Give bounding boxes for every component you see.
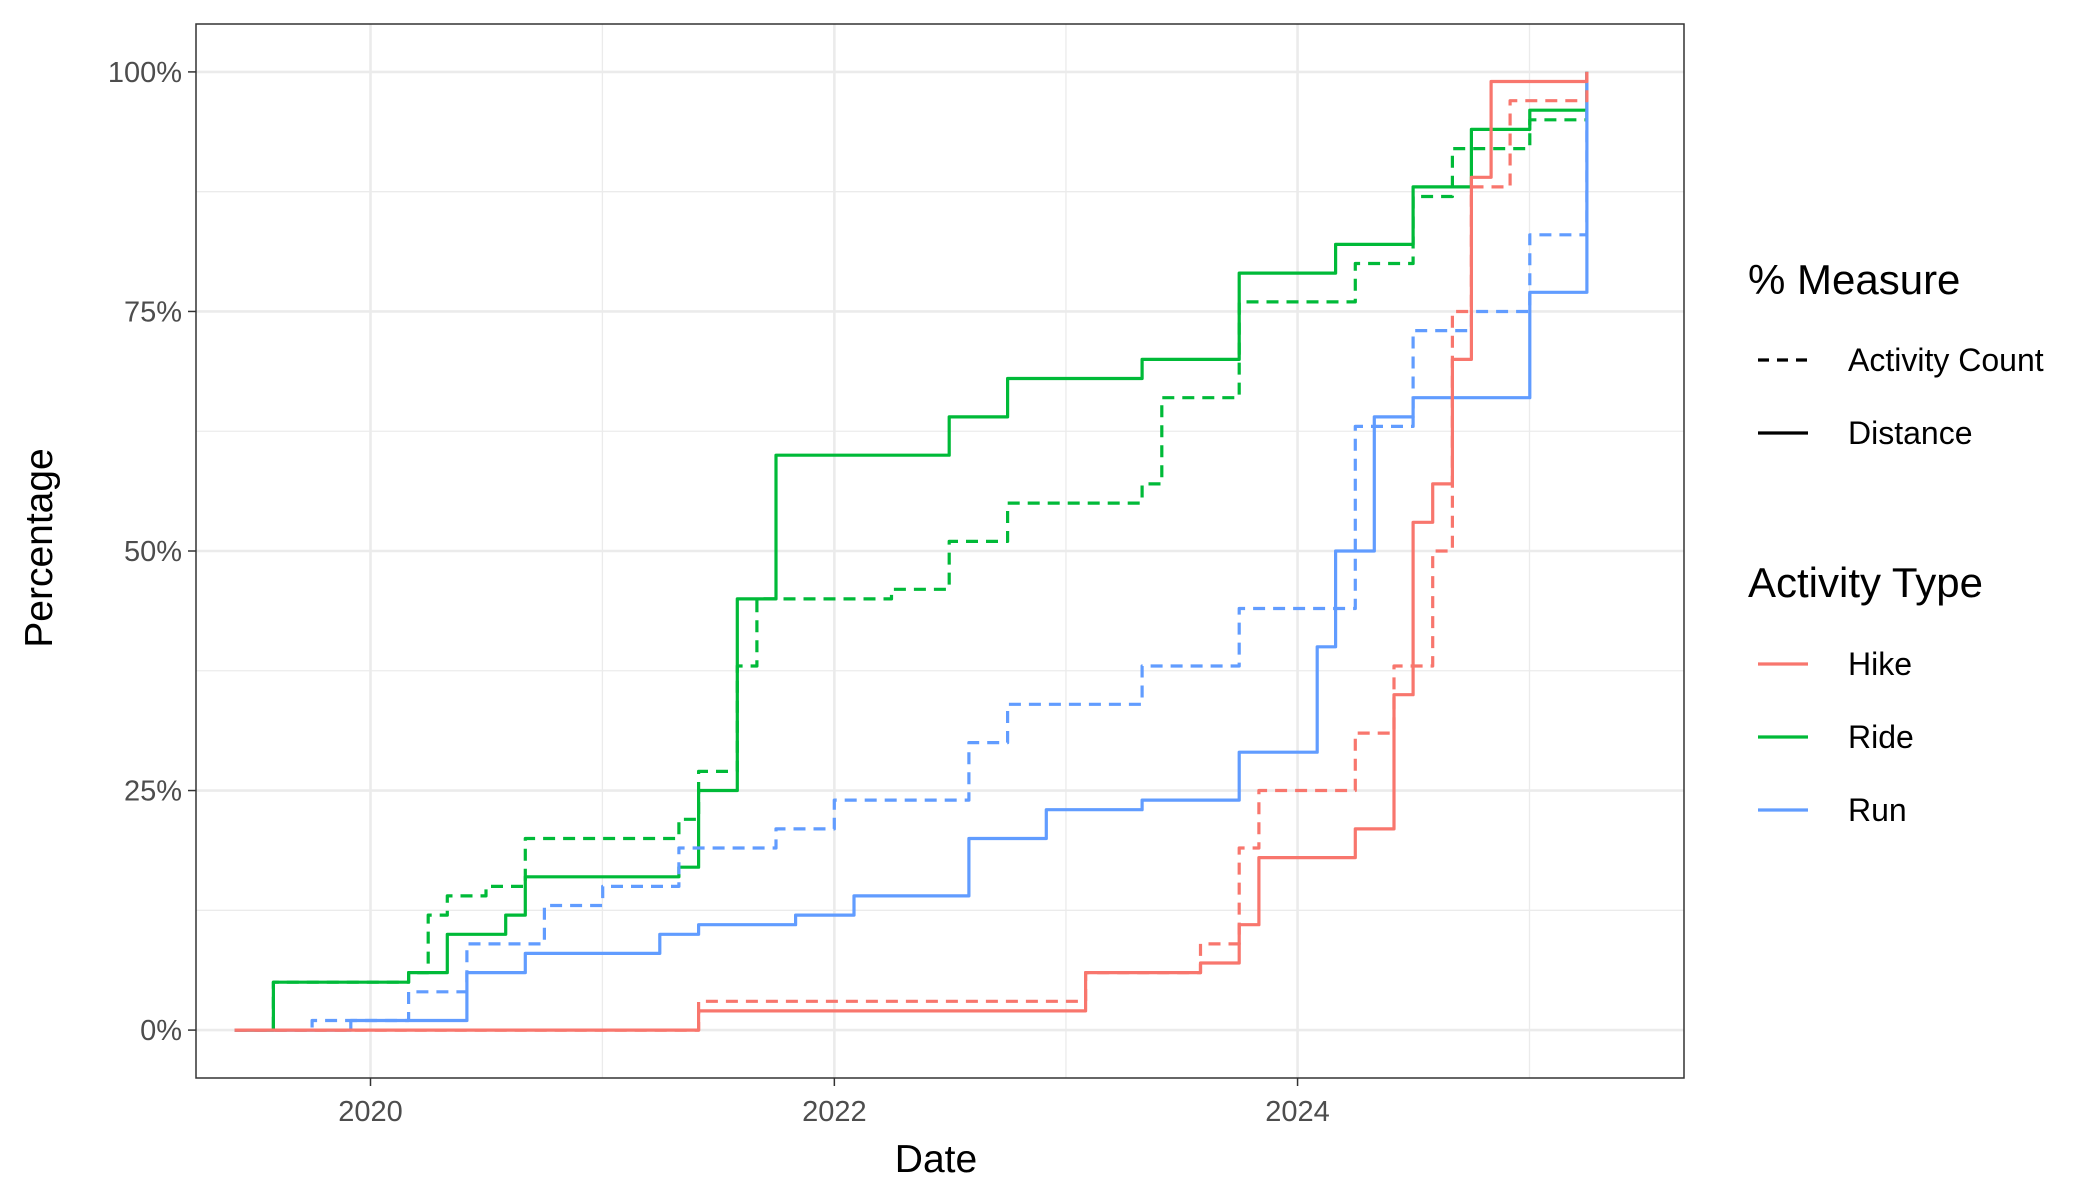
y-axis-ticks: 0% 25% 50% 75% 100% bbox=[108, 57, 196, 1047]
legend-label-hike: Hike bbox=[1848, 646, 1912, 682]
legend-activity-title: Activity Type bbox=[1748, 559, 1983, 606]
legend-label-distance: Distance bbox=[1848, 415, 1973, 451]
series-hike-distance bbox=[234, 71, 1589, 1032]
legend-measure: % Measure Activity Count Distance bbox=[1748, 256, 2044, 451]
x-axis-ticks: 2020 2022 2024 bbox=[338, 1078, 1330, 1128]
y-tick-label: 75% bbox=[124, 296, 182, 328]
y-tick-label: 50% bbox=[124, 536, 182, 568]
series-ride-activity-count bbox=[234, 71, 1589, 1032]
legend-label-ride: Ride bbox=[1848, 719, 1914, 755]
y-axis-title: Percentage bbox=[18, 448, 61, 647]
x-tick-label: 2020 bbox=[338, 1096, 403, 1128]
x-tick-label: 2024 bbox=[1265, 1096, 1330, 1128]
grid bbox=[196, 24, 1684, 1078]
y-tick-label: 0% bbox=[140, 1015, 182, 1047]
x-tick-label: 2022 bbox=[802, 1096, 867, 1128]
legend-label-activity-count: Activity Count bbox=[1848, 342, 2044, 378]
series-run-distance bbox=[234, 71, 1589, 1032]
legend-activity: Activity Type Hike Ride Run bbox=[1748, 559, 1983, 828]
legend-label-run: Run bbox=[1848, 792, 1907, 828]
legend-measure-title: % Measure bbox=[1748, 256, 1960, 303]
series-ride-distance bbox=[234, 71, 1589, 1032]
x-axis-title: Date bbox=[895, 1138, 977, 1181]
series-run-activity-count bbox=[234, 71, 1589, 1032]
y-tick-label: 25% bbox=[124, 776, 182, 808]
y-tick-label: 100% bbox=[108, 57, 182, 89]
plot-series bbox=[234, 71, 1589, 1032]
